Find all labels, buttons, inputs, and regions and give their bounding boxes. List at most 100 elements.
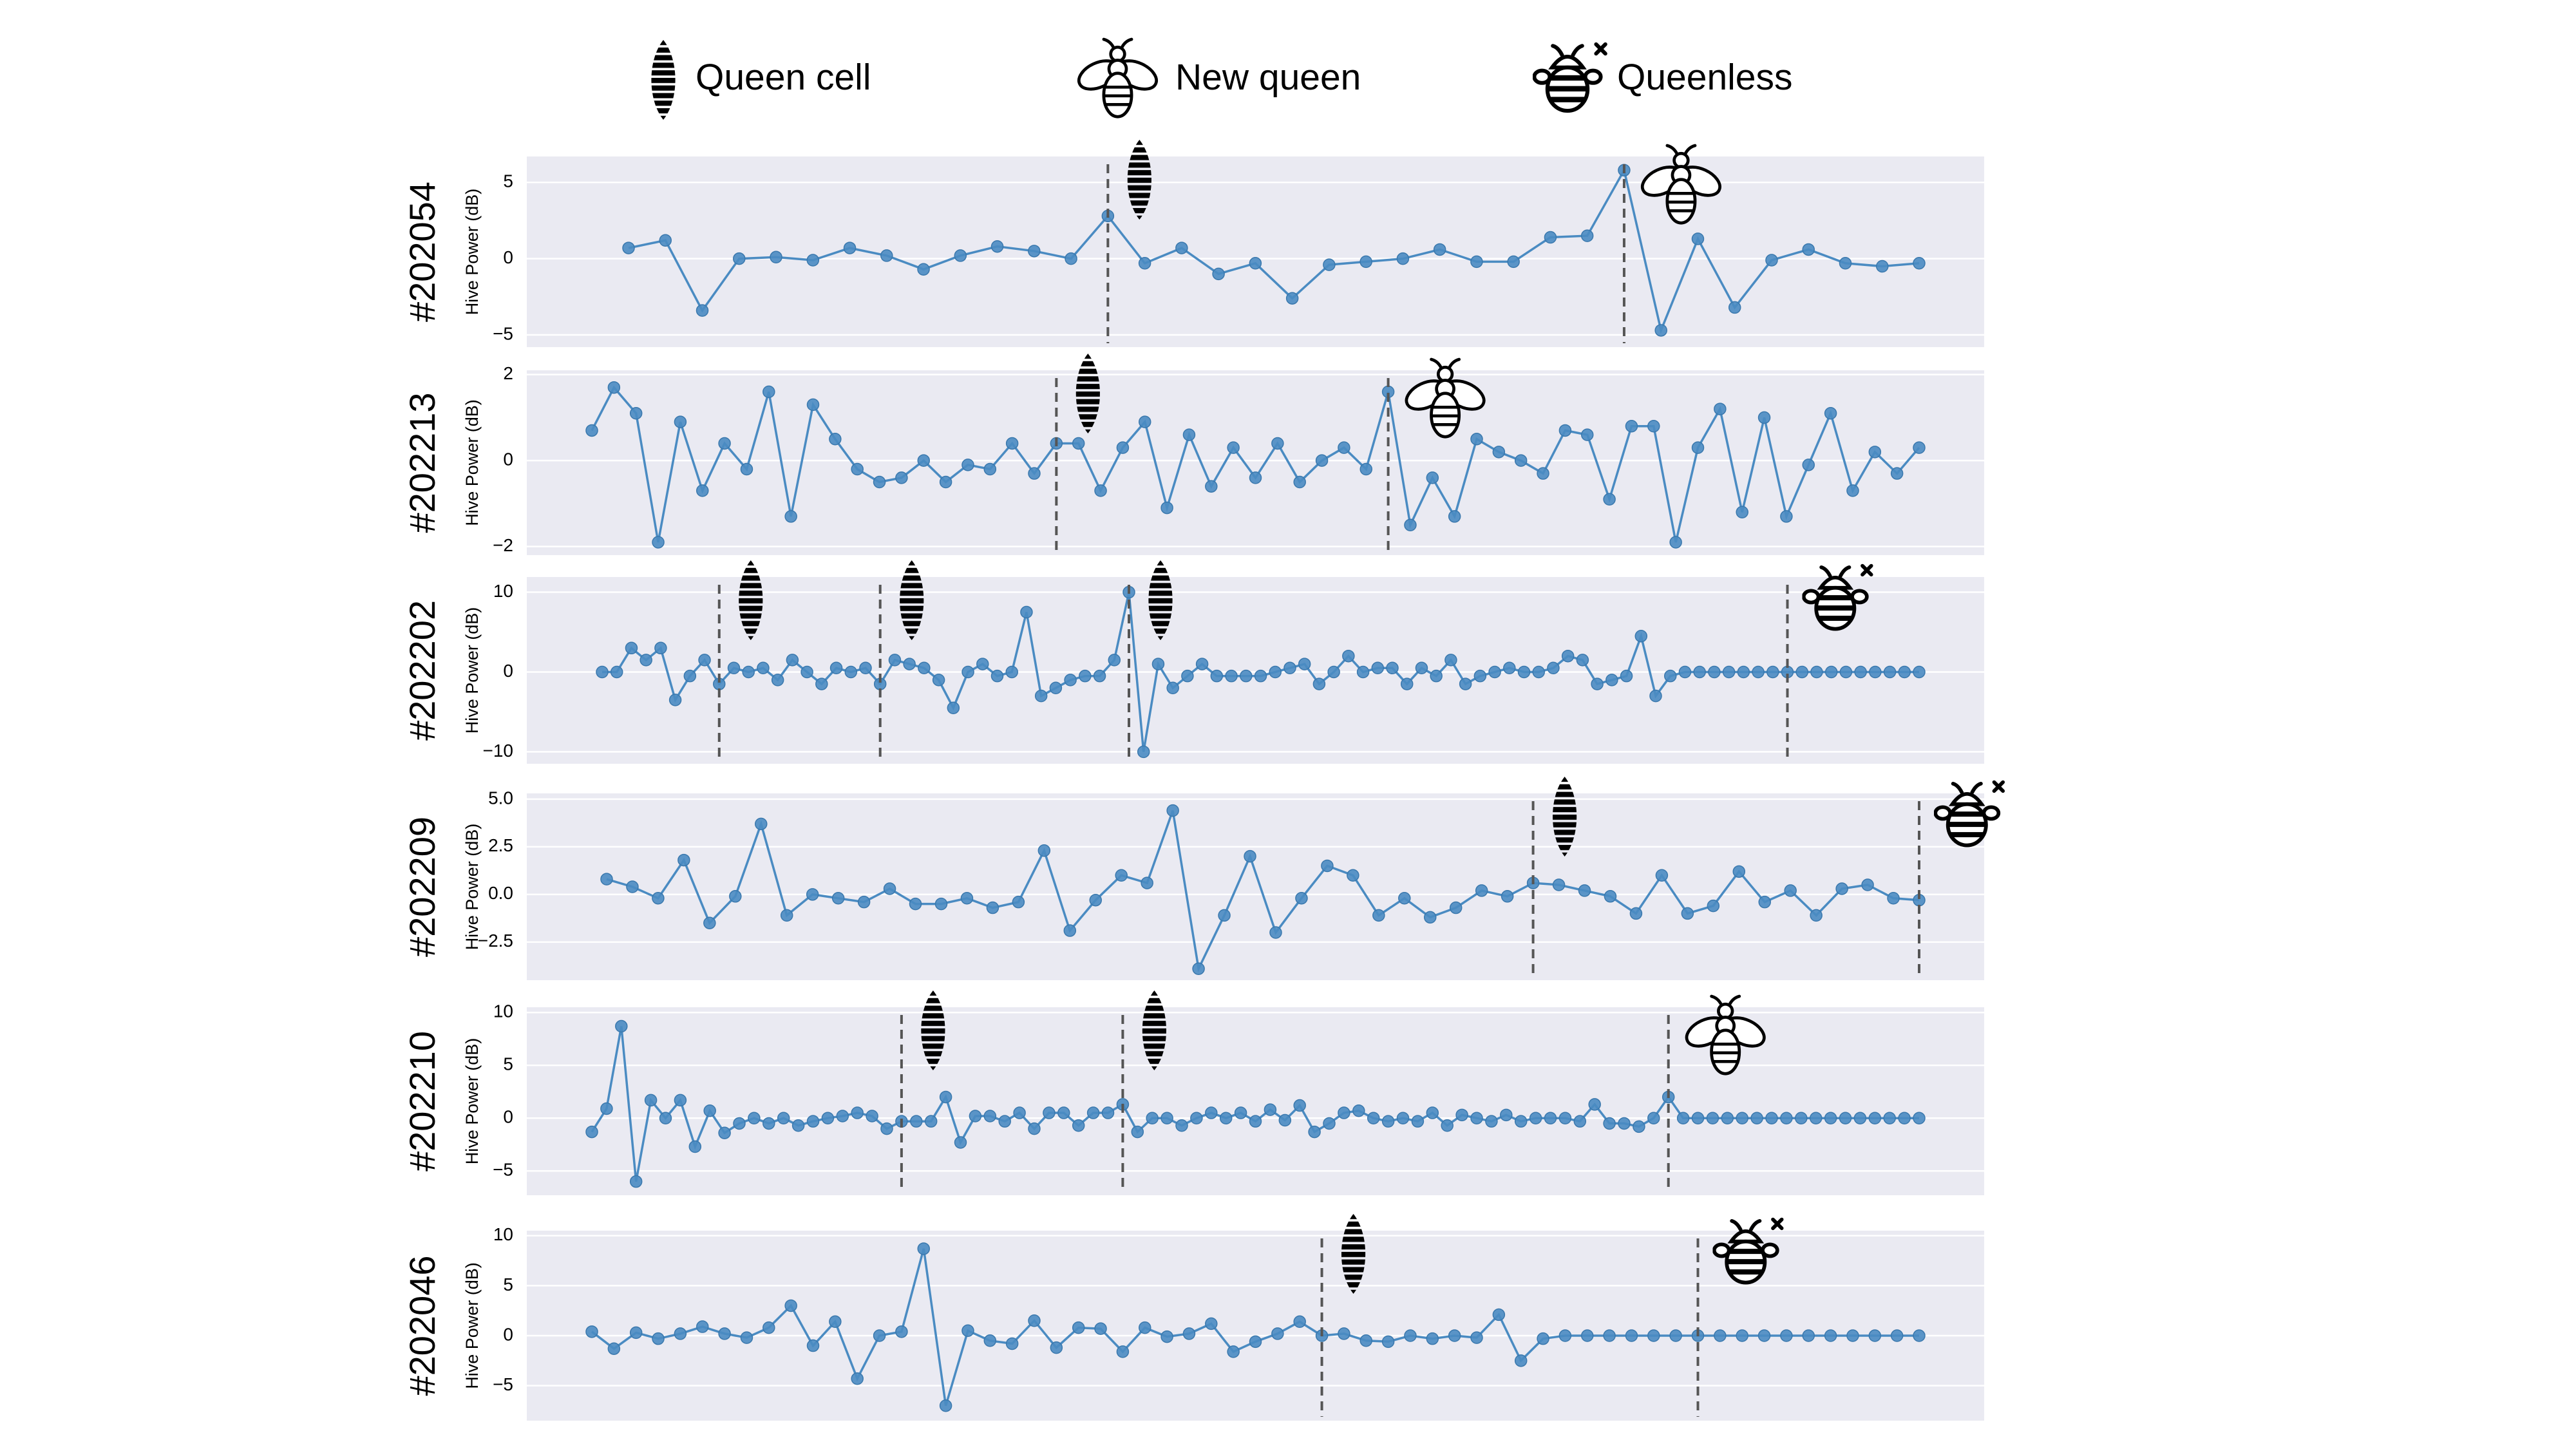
data-point	[1544, 231, 1557, 244]
data-point	[1485, 1115, 1498, 1128]
data-point	[1488, 665, 1501, 679]
data-point	[596, 665, 609, 679]
data-point	[1752, 665, 1765, 679]
data-point	[1448, 510, 1461, 523]
data-point	[1625, 1329, 1638, 1342]
plot-area	[527, 156, 1984, 347]
data-point	[1034, 689, 1048, 703]
data-point	[1802, 243, 1815, 256]
data-point	[1396, 252, 1410, 265]
data-point	[1883, 1112, 1896, 1124]
data-point	[1037, 844, 1051, 857]
data-point	[1423, 911, 1437, 924]
y-tick-label: −2.5	[478, 931, 513, 951]
data-point	[1890, 1329, 1904, 1342]
data-point	[733, 252, 746, 265]
data-point	[1219, 1112, 1233, 1124]
subplot-title: #202210	[402, 1031, 442, 1171]
data-point	[1227, 1345, 1240, 1358]
data-point	[1430, 669, 1443, 683]
data-point	[924, 1115, 938, 1128]
data-point	[1625, 420, 1638, 433]
y-tick-label: 5	[503, 1274, 513, 1294]
data-point	[821, 1112, 835, 1124]
data-point	[1244, 849, 1256, 863]
data-point	[718, 1126, 731, 1139]
data-point	[857, 895, 871, 909]
data-point	[1138, 257, 1151, 270]
data-point	[740, 462, 753, 476]
subplot: −5 0 5 10 Hive Power (dB) #202210	[402, 990, 1984, 1195]
data-point	[585, 1325, 598, 1338]
data-point	[729, 890, 742, 903]
data-point	[1094, 484, 1107, 497]
data-point	[1356, 665, 1370, 679]
data-point	[1676, 1112, 1690, 1124]
data-point	[1558, 1329, 1572, 1342]
data-point	[1166, 804, 1179, 817]
data-point	[629, 1326, 643, 1340]
data-point	[880, 249, 893, 262]
data-point	[1115, 869, 1128, 882]
data-point	[607, 1342, 621, 1355]
data-point	[947, 701, 960, 714]
data-point	[873, 1329, 886, 1342]
data-point	[639, 654, 652, 667]
data-point	[696, 1320, 709, 1333]
data-point	[1620, 669, 1633, 683]
data-point	[1633, 1120, 1645, 1133]
data-point	[1342, 649, 1355, 663]
data-point	[659, 1112, 672, 1124]
y-tick-label: 0	[503, 1107, 513, 1127]
data-point	[1005, 437, 1019, 450]
data-point	[1795, 1112, 1808, 1124]
data-point	[1854, 665, 1867, 679]
data-point	[1093, 669, 1106, 683]
data-point	[610, 665, 623, 679]
data-point	[1323, 258, 1336, 271]
data-point	[1654, 324, 1667, 337]
data-point	[1869, 665, 1882, 679]
data-point	[1338, 1327, 1350, 1340]
data-point	[1669, 1329, 1682, 1342]
data-point	[1338, 1106, 1350, 1119]
data-point	[829, 433, 842, 446]
data-point	[1448, 1329, 1461, 1342]
data-point	[1810, 909, 1823, 922]
subplot-title: #202046	[402, 1255, 442, 1396]
data-point	[784, 510, 797, 523]
data-point	[1269, 665, 1282, 679]
data-point	[1835, 882, 1848, 895]
data-point	[674, 1094, 687, 1107]
data-point	[1028, 1122, 1041, 1135]
data-point	[727, 661, 741, 675]
data-point	[1283, 661, 1296, 675]
data-point	[1271, 437, 1284, 450]
data-point	[1079, 669, 1092, 683]
data-point	[851, 1106, 864, 1119]
data-point	[1116, 1345, 1130, 1358]
data-point	[1160, 1112, 1173, 1124]
data-point	[895, 471, 908, 484]
data-point	[1810, 665, 1823, 679]
data-point	[1293, 1099, 1306, 1112]
data-point	[1404, 1329, 1417, 1342]
data-point	[954, 1136, 967, 1149]
data-point	[1581, 428, 1594, 441]
y-tick-label: 10	[493, 1001, 513, 1021]
y-tick-label: 2.5	[488, 835, 513, 855]
data-point	[625, 641, 638, 655]
data-point	[696, 484, 709, 497]
data-point	[836, 1110, 849, 1122]
data-point	[939, 1399, 952, 1412]
data-point	[829, 1315, 842, 1329]
data-point	[770, 251, 782, 264]
data-point	[1139, 1321, 1151, 1334]
data-point	[1327, 665, 1340, 679]
data-point	[843, 242, 857, 254]
data-point	[668, 694, 682, 706]
y-tick-label: −5	[493, 1160, 513, 1180]
data-point	[1308, 1125, 1321, 1139]
data-point	[629, 406, 643, 420]
